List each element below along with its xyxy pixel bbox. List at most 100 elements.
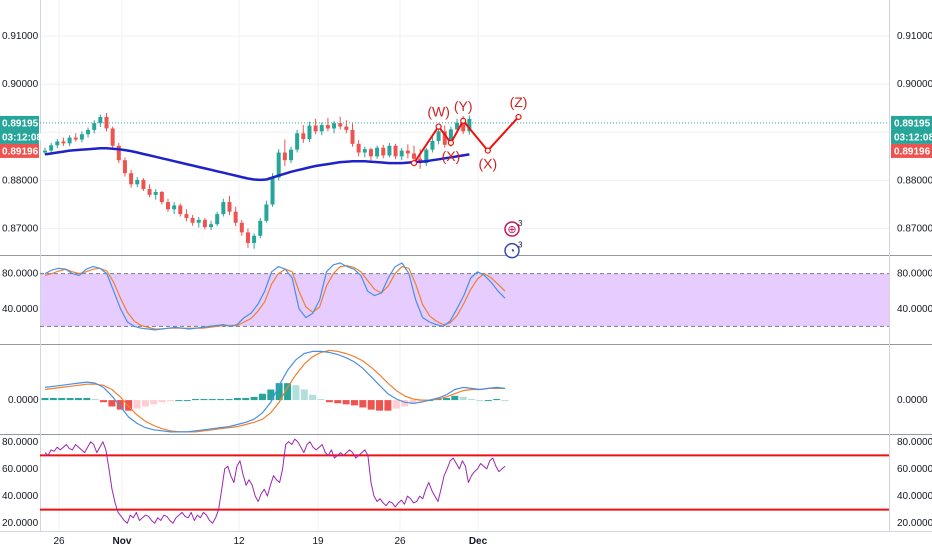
rsi-line [44,438,506,524]
time-axis-label: 26 [394,536,406,547]
candle-body [67,137,72,144]
macd-histogram-bar [284,383,292,401]
current-price-badge-text: 0.89195 [894,118,931,129]
macd-histogram-bar [208,399,216,401]
macd-histogram-bar [325,400,333,403]
rsi-axis-label-right: 60.0000 [897,464,932,475]
macd-histogram-bar [125,400,133,411]
macd-histogram-bar [83,397,91,401]
macd-histogram-bar [200,399,208,401]
bid-price-badge-text: 0.89196 [894,146,931,157]
countdown-badge-text: 03:12:08 [894,132,932,143]
wave-point [515,113,522,121]
price-axis-label-left: 0.88000 [2,175,39,186]
macd-histogram-bar [476,400,484,402]
macd-histogram-bar [350,400,358,406]
macd-histogram-bar [233,397,241,401]
candle-body [356,143,361,153]
candle-body [455,122,460,130]
time-axis-label: 26 [53,536,65,547]
candle-body [448,129,453,145]
candle-body [233,211,238,223]
macd-histogram-bar [74,397,82,401]
macd-axis-label-left: 0.0000 [8,395,39,406]
wave-path [413,116,520,164]
candle-body [86,129,91,135]
bid-price-badge: 0.89196 [891,143,932,158]
candle-body [289,149,293,161]
moving-average-line [44,146,470,182]
rsi-axis-label-right: 20.0000 [897,518,932,529]
event-badge-icon: ◔ [509,246,516,258]
rsi-axis-label-right: 80.0000 [897,437,932,448]
candle-body [227,202,232,212]
candle-body [344,126,349,130]
macd-histogram-bar [250,396,258,401]
stoch-k-line [44,262,506,331]
candle-body [332,123,337,129]
rsi-axis-label-left: 40.0000 [2,491,39,502]
candle-body [129,173,134,185]
stoch-axis-label-right: 80.0000 [897,269,932,280]
wave-point [410,160,418,167]
macd-histogram-bar [468,399,476,401]
candle-body [110,128,115,146]
macd-histogram-bar [133,400,141,409]
candle-body [258,220,263,236]
rsi-axis-label-left: 20.0000 [2,518,39,529]
macd-histogram-bar [309,394,317,401]
rsi-axis-label-left: 80.0000 [2,437,39,448]
candle-body [221,202,226,215]
countdown-badge-bg [891,129,932,144]
macd-histogram-bar [417,400,425,403]
wave-point [484,147,491,154]
macd-histogram-bar [501,400,509,402]
macd-histogram-bar [58,397,66,401]
current-price-badge-left: 0.89195 [0,115,39,130]
candle-body [122,160,127,174]
candle-body [375,147,380,157]
event-badge-circle [504,221,520,237]
macd-histogram-bar [334,400,342,404]
candle-body [239,222,244,233]
wave-annotation: (W) (X) (Y) (X) (Z) [410,94,527,172]
countdown-badge: 03:12:08 [891,129,932,144]
bid-price-badge-left-text: 0.89196 [2,146,39,157]
macd-histogram-bar [459,396,467,401]
wave-label: (W) [427,104,450,120]
candle-body [159,191,164,203]
wave-point [447,139,454,146]
macd-histogram-bar [300,389,308,401]
time-axis-label: Nov [113,536,132,547]
candle-body [461,122,466,132]
macd-histogram-bar [275,383,283,401]
macd-histogram-bar [66,397,74,401]
candle-body [252,235,257,243]
macd-histogram-bar [442,397,450,401]
stoch-axis-label-left: 80.0000 [2,269,39,280]
macd-histogram-bar [493,399,501,401]
candle-body [405,150,410,154]
candle-body [338,123,343,127]
candle-body [424,149,429,164]
price-axis-label-left: 0.91000 [2,31,39,42]
candle-body [92,123,97,130]
time-axis-label: 19 [312,536,324,547]
candle-body [307,125,312,140]
candle-body [43,150,47,153]
candle-body [301,133,306,140]
candle-body [209,224,214,228]
vertical-grid [58,0,479,531]
current-price-badge-left-text: 0.89195 [2,118,39,129]
candle-body [381,147,386,156]
rsi-axis-label-right: 40.0000 [897,491,932,502]
macd-histogram-bar [359,400,367,408]
candle-body [264,204,269,221]
stoch-d-line [44,265,506,330]
macd-line [44,350,506,433]
candle-body [467,118,472,132]
candle-body [73,137,78,140]
candle-body [399,150,404,157]
